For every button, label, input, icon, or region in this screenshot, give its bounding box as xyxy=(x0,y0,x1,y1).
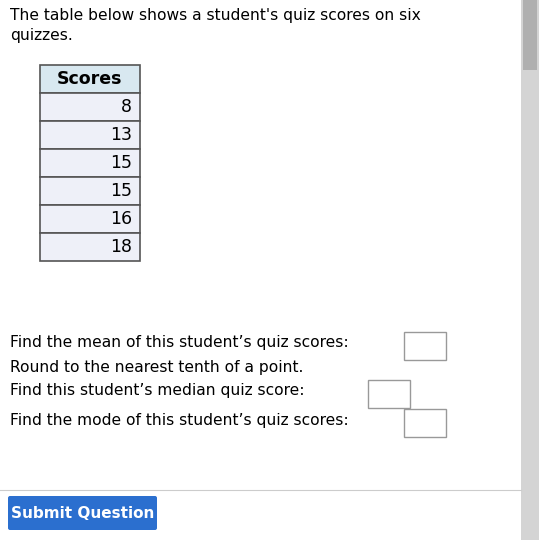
Bar xyxy=(404,332,446,360)
Text: Find the mean of this student’s quiz scores:: Find the mean of this student’s quiz sco… xyxy=(10,335,349,350)
Text: 8: 8 xyxy=(121,98,132,116)
Bar xyxy=(523,0,537,70)
Text: Find the mode of this student’s quiz scores:: Find the mode of this student’s quiz sco… xyxy=(10,413,349,428)
Text: 13: 13 xyxy=(110,126,132,144)
Bar xyxy=(40,205,140,233)
FancyBboxPatch shape xyxy=(8,496,157,530)
Bar xyxy=(521,0,539,540)
Bar xyxy=(40,177,140,205)
Bar xyxy=(40,93,140,121)
Text: 16: 16 xyxy=(110,210,132,228)
Text: 15: 15 xyxy=(110,154,132,172)
Text: 18: 18 xyxy=(110,238,132,256)
Bar xyxy=(40,233,140,261)
Bar xyxy=(404,409,446,437)
Bar xyxy=(40,149,140,177)
Bar xyxy=(40,121,140,149)
Text: The table below shows a student's quiz scores on six
quizzes.: The table below shows a student's quiz s… xyxy=(10,8,421,43)
Text: Submit Question: Submit Question xyxy=(11,505,154,521)
Text: Find this student’s median quiz score:: Find this student’s median quiz score: xyxy=(10,383,305,398)
Bar xyxy=(40,65,140,93)
Bar xyxy=(368,380,410,408)
Text: 15: 15 xyxy=(110,182,132,200)
Text: Scores: Scores xyxy=(57,70,123,88)
Text: Round to the nearest tenth of a point.: Round to the nearest tenth of a point. xyxy=(10,360,303,375)
